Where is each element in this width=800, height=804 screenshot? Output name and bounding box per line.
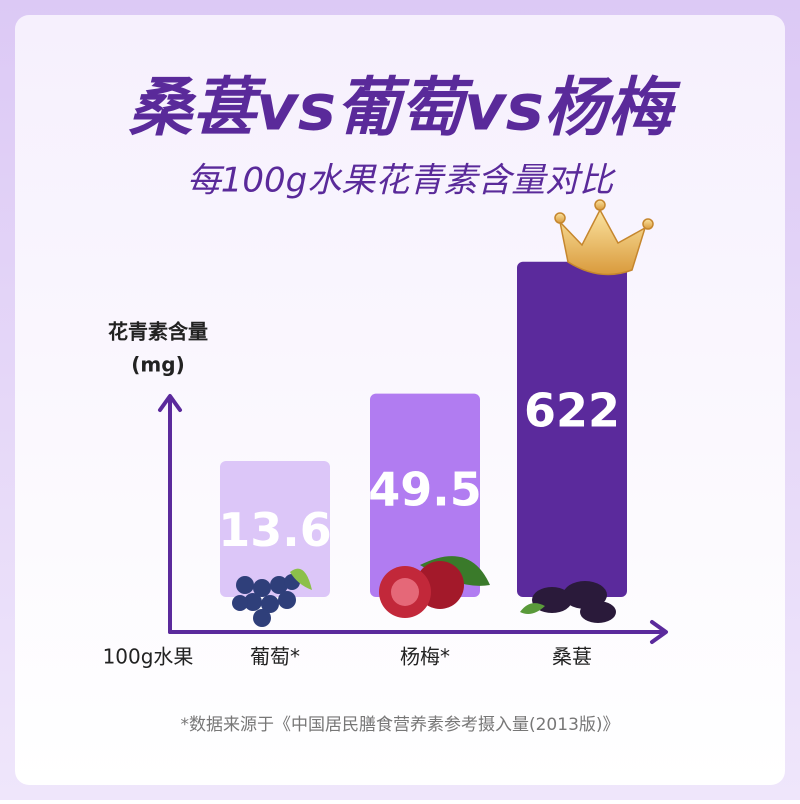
x-tick-label: 桑葚 [552, 645, 592, 669]
y-axis-label: (mg) [131, 353, 184, 377]
x-tick-label: 杨梅* [400, 645, 450, 669]
bayberry-icon [379, 556, 490, 618]
x-axis-label: 100g水果 [103, 645, 194, 669]
value-label: 13.6 [218, 503, 332, 557]
axes [158, 394, 668, 644]
crown [554, 199, 654, 276]
x-tick-label: 葡萄* [250, 645, 300, 669]
grape-icon [232, 568, 312, 627]
mulberry-icon [520, 581, 616, 623]
bar [370, 393, 480, 597]
value-label: 49.5 [368, 462, 482, 516]
value-label: 622 [524, 383, 620, 437]
footnote: *数据来源于《中国居民膳食营养素参考摄入量(2013版)》 [180, 715, 619, 735]
y-axis-label: 花青素含量 [108, 320, 208, 344]
chart-subtitle: 每100g水果花青素含量对比 [187, 161, 616, 201]
bar [517, 261, 627, 597]
bar [220, 460, 330, 597]
chart-title: 桑葚vs葡萄vs杨梅 [128, 72, 682, 146]
